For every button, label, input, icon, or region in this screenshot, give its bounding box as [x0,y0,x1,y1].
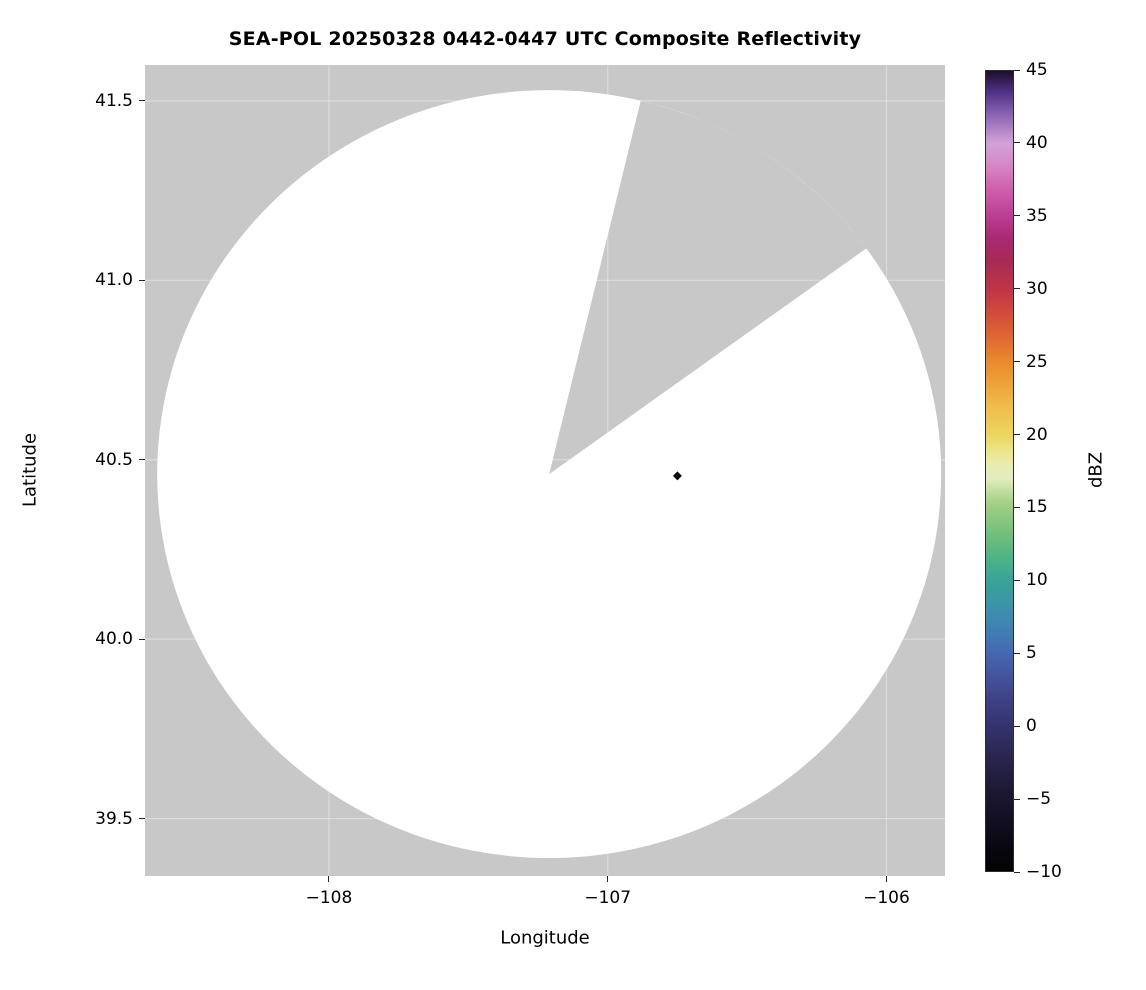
colorbar-tick-label: 40 [1026,132,1048,153]
colorbar-tick-label: 5 [1026,643,1037,664]
colorbar-tick-mark [1014,506,1020,508]
colorbar-tick-mark [1014,142,1020,144]
y-tick-label: 40.5 [95,449,133,470]
colorbar-tick-label: 20 [1026,424,1048,445]
colorbar [985,70,1014,872]
y-tick-label: 41.0 [95,270,133,291]
y-axis-label: Latitude [19,432,41,508]
colorbar-tick-mark [1014,725,1020,727]
colorbar-tick-label: 10 [1026,570,1048,591]
colorbar-tick-label: 0 [1026,716,1037,737]
x-axis-label: Longitude [500,927,590,949]
y-tick-mark [139,638,145,640]
colorbar-tick-mark [1014,798,1020,800]
plot-area [145,65,945,876]
colorbar-tick-label: −5 [1026,789,1052,810]
colorbar-tick-label: 25 [1026,351,1048,372]
colorbar-tick-label: 15 [1026,497,1048,518]
colorbar-tick-label: 35 [1026,205,1048,226]
x-tick-mark [607,876,609,882]
x-tick-mark [328,876,330,882]
x-tick-label: −106 [863,888,910,908]
colorbar-tick-mark [1014,579,1020,581]
y-tick-mark [139,279,145,281]
x-tick-mark [885,876,887,882]
y-tick-label: 41.5 [95,90,133,111]
echo-point-marker [672,471,682,481]
colorbar-tick-mark [1014,652,1020,654]
colorbar-tick-label: 30 [1026,278,1048,299]
colorbar-tick-label: −10 [1026,862,1062,882]
x-tick-label: −107 [584,888,632,908]
plot-title: SEA-POL 20250328 0442-0447 UTC Composite… [228,28,862,50]
y-tick-mark [139,818,145,820]
y-tick-mark [139,100,145,102]
x-tick-label: −108 [305,888,353,908]
colorbar-tick-mark [1014,434,1020,436]
colorbar-tick-mark [1014,361,1020,363]
y-tick-label: 40.0 [95,629,133,650]
colorbar-tick-mark [1014,871,1020,873]
blocked-sector-wedge [549,100,867,475]
colorbar-tick-mark [1014,69,1020,71]
y-tick-label: 39.5 [95,808,133,829]
colorbar-tick-label: 45 [1026,60,1048,80]
colorbar-tick-mark [1014,288,1020,290]
colorbar-label: dBZ [1085,451,1107,489]
y-tick-mark [139,459,145,461]
grid-lines [145,65,945,876]
colorbar-tick-mark [1014,215,1020,217]
radar-plot-canvas [145,65,945,876]
